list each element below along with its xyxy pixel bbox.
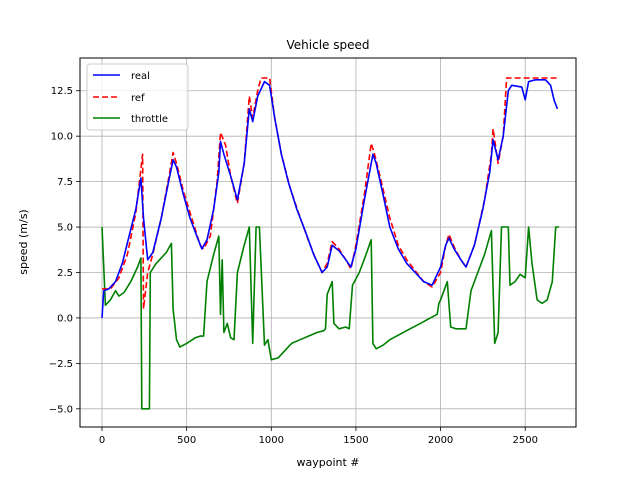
series-line-real (101, 79, 559, 318)
x-tick-label: 2500 (512, 435, 537, 446)
x-axis-label: waypoint # (296, 456, 359, 469)
plot-frame (79, 57, 577, 428)
x-tick-label: 1500 (343, 435, 368, 446)
y-tick-label: 12.5 (51, 86, 73, 97)
x-tick-label: 0 (99, 435, 105, 446)
y-tick-label: 7.5 (57, 177, 73, 188)
x-tick-label: 1000 (259, 435, 284, 446)
y-axis-label: speed (m/s) (17, 209, 30, 274)
y-tick-label: −2.5 (49, 359, 73, 370)
y-tick-label: 5.0 (57, 223, 73, 234)
axis-ticks: 0 500 1000 1500 2000 2500 −5.0 −2.5 0.0 2.5 5.0 7.5… (49, 86, 538, 446)
legend: real ref throttle (86, 63, 189, 131)
legend-label-throttle: throttle (131, 114, 168, 125)
series-line-throttle (101, 226, 560, 410)
x-tick-label: 2000 (428, 435, 453, 446)
chart-title: Vehicle speed (287, 38, 370, 52)
y-tick-label: 10.0 (51, 132, 73, 143)
legend-box (86, 63, 189, 131)
y-tick-label: −5.0 (49, 404, 73, 415)
legend-label-real: real (131, 71, 150, 82)
y-tick-label: 0.0 (57, 313, 73, 324)
x-tick-label: 500 (177, 435, 196, 446)
grid (80, 58, 576, 427)
y-tick-label: 2.5 (57, 268, 73, 279)
series-lines (101, 77, 560, 410)
legend-label-ref: ref (131, 93, 145, 104)
